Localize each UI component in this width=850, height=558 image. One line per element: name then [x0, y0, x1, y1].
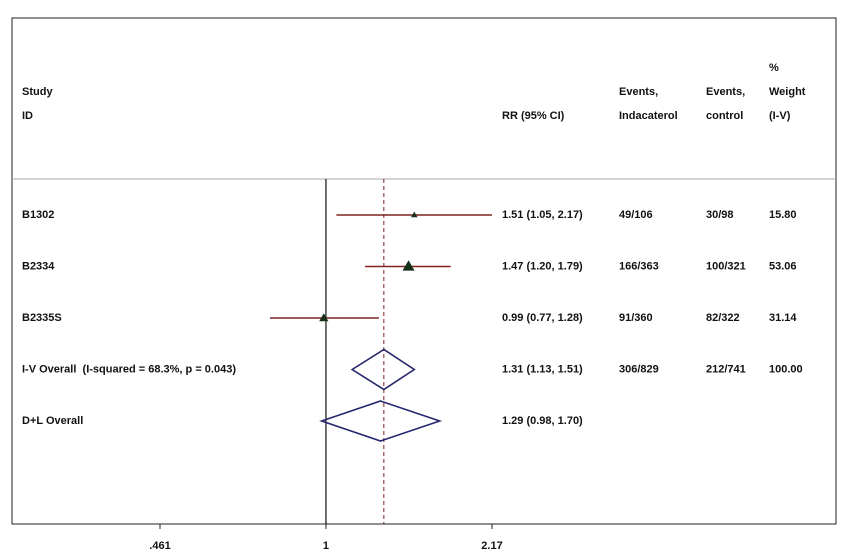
- overall-diamond: [319, 400, 443, 442]
- x-tick-label: 1: [323, 540, 329, 552]
- study-label: D+L Overall: [22, 415, 83, 427]
- events-indacaterol: 91/360: [619, 312, 653, 324]
- header: control: [706, 110, 743, 122]
- overall-diamond: [350, 348, 416, 391]
- header: (I-V): [769, 110, 791, 122]
- events-indacaterol: 49/106: [619, 209, 653, 221]
- header: RR (95% CI): [502, 110, 565, 122]
- point-estimate: [402, 260, 415, 271]
- point-estimate: [319, 313, 329, 322]
- rr-label: 1.31 (1.13, 1.51): [502, 363, 583, 375]
- rr-label: 1.29 (0.98, 1.70): [502, 415, 583, 427]
- events-control: 82/322: [706, 312, 740, 324]
- study-label: B2335S: [22, 312, 62, 324]
- point-estimate: [411, 211, 418, 218]
- events-indacaterol: 306/829: [619, 363, 659, 375]
- x-tick-label: 2.17: [481, 540, 502, 552]
- header: Study: [22, 86, 53, 98]
- header: ID: [22, 110, 33, 122]
- weight-label: 15.80: [769, 209, 797, 221]
- header: Indacaterol: [619, 110, 678, 122]
- events-indacaterol: 166/363: [619, 260, 659, 272]
- study-label: B1302: [22, 209, 54, 221]
- x-tick-label: .461: [149, 540, 170, 552]
- events-control: 30/98: [706, 209, 734, 221]
- rr-label: 1.47 (1.20, 1.79): [502, 260, 583, 272]
- header: %: [769, 62, 779, 74]
- header: Events,: [706, 86, 745, 98]
- rr-label: 1.51 (1.05, 2.17): [502, 209, 583, 221]
- study-label: B2334: [22, 260, 55, 272]
- rr-label: 0.99 (0.77, 1.28): [502, 312, 583, 324]
- weight-label: 53.06: [769, 260, 797, 272]
- header: Weight: [769, 86, 806, 98]
- header: Events,: [619, 86, 658, 98]
- events-control: 100/321: [706, 260, 746, 272]
- weight-label: 31.14: [769, 312, 797, 324]
- study-label: I-V Overall (I-squared = 68.3%, p = 0.04…: [22, 363, 236, 375]
- frame: [11, 17, 837, 525]
- weight-label: 100.00: [769, 363, 803, 375]
- events-control: 212/741: [706, 363, 746, 375]
